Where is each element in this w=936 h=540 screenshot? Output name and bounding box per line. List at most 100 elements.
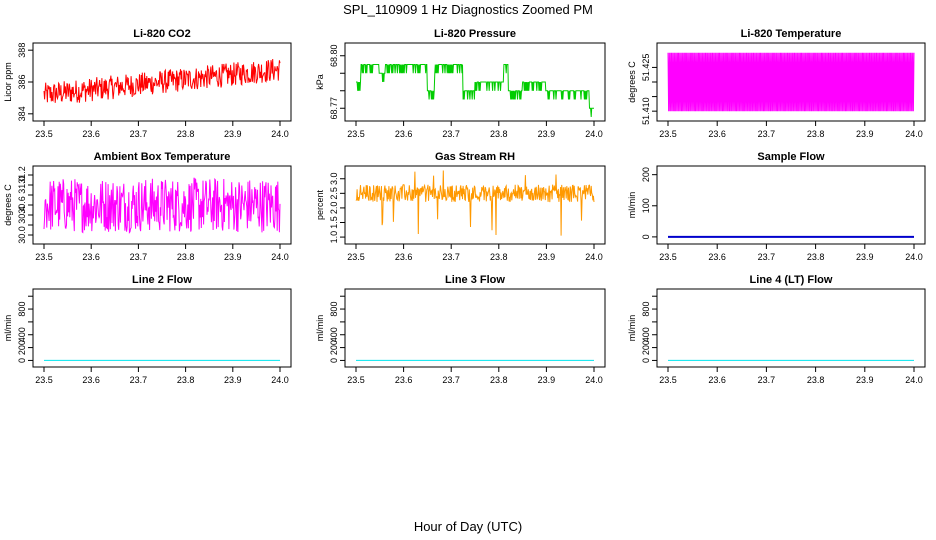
panel-title: Gas Stream RH <box>435 151 515 163</box>
y-axis-label: degrees C <box>3 184 13 226</box>
panel-title: Line 4 (LT) Flow <box>750 274 833 286</box>
x-tick-label: 23.5 <box>347 252 365 262</box>
x-tick-label: 23.8 <box>490 375 508 385</box>
y-tick-label: 0 <box>17 358 27 363</box>
y-tick-label: 51.425 <box>641 54 651 82</box>
x-tick-label: 23.9 <box>538 252 556 262</box>
y-tick-label: 400 <box>17 327 27 342</box>
x-tick-label: 23.5 <box>35 252 53 262</box>
y-axis-label: degrees C <box>627 61 637 103</box>
series-line <box>667 52 915 112</box>
plot-frame <box>656 165 926 245</box>
x-tick-label: 23.8 <box>177 129 195 139</box>
x-tick-label: 23.6 <box>82 252 100 262</box>
plot-frame <box>344 42 606 122</box>
x-tick-label: 23.9 <box>224 252 242 262</box>
x-tick-label: 24.0 <box>271 252 289 262</box>
plot-frame <box>344 165 606 245</box>
y-tick-label: 68.77 <box>329 97 339 120</box>
x-tick-label: 23.7 <box>442 129 460 139</box>
x-tick-label: 23.8 <box>807 129 825 139</box>
x-tick-label: 23.5 <box>347 375 365 385</box>
plot-frame <box>344 288 606 368</box>
series-group <box>43 58 281 103</box>
y-tick-label: 30.6 <box>17 196 27 214</box>
y-tick-label: 200 <box>17 340 27 355</box>
y-tick-label: 68.80 <box>329 44 339 67</box>
y-tick-label: 3.0 <box>329 172 339 185</box>
y-tick-label: 1.0 <box>329 231 339 244</box>
x-tick-label: 23.6 <box>395 252 413 262</box>
x-tick-label: 23.9 <box>224 375 242 385</box>
y-axis-label: Licor ppm <box>3 62 13 102</box>
x-tick-label: 23.6 <box>708 252 726 262</box>
panel-title: Line 3 Flow <box>445 274 505 286</box>
x-tick-label: 24.0 <box>905 252 923 262</box>
x-tick-label: 23.5 <box>659 252 677 262</box>
y-tick-label: 31.0 <box>17 176 27 194</box>
y-tick-label: 800 <box>329 302 339 317</box>
x-tick-label: 24.0 <box>905 129 923 139</box>
series-group <box>667 52 915 112</box>
panel-title: Line 2 Flow <box>132 274 192 286</box>
series-line <box>43 58 281 103</box>
x-tick-label: 23.9 <box>856 375 874 385</box>
x-tick-label: 24.0 <box>271 375 289 385</box>
x-tick-label: 24.0 <box>905 375 923 385</box>
x-tick-label: 23.8 <box>490 129 508 139</box>
x-tick-label: 23.7 <box>758 252 776 262</box>
x-tick-label: 23.7 <box>130 375 148 385</box>
x-tick-label: 24.0 <box>585 375 603 385</box>
series-group <box>355 170 595 236</box>
x-tick-label: 23.6 <box>395 375 413 385</box>
panel-title: Ambient Box Temperature <box>94 151 231 163</box>
y-tick-label: 400 <box>329 327 339 342</box>
y-tick-label: 2.0 <box>329 202 339 215</box>
x-tick-label: 23.5 <box>35 375 53 385</box>
x-tick-label: 23.8 <box>807 252 825 262</box>
chart-panel: Line 3 Flow 23.5 23.6 23.7 23.8 23.9 24.0 0 2004… <box>315 274 606 385</box>
x-tick-label: 23.5 <box>659 375 677 385</box>
y-tick-label: 384 <box>17 106 27 121</box>
y-tick-label: 200 <box>641 340 651 355</box>
y-tick-label: 1.5 <box>329 216 339 229</box>
chart-panel: Li-820 Temperature 23.5 23.6 23.7 23.8 23.9 24… <box>627 28 926 139</box>
plot-frame <box>656 288 926 368</box>
series-line <box>355 170 595 236</box>
x-tick-label: 23.9 <box>856 252 874 262</box>
series-line <box>43 177 281 234</box>
x-tick-label: 23.9 <box>538 129 556 139</box>
y-axis-label: percent <box>315 189 325 220</box>
x-tick-label: 23.7 <box>442 375 460 385</box>
y-tick-label: 0 <box>641 358 651 363</box>
y-tick-label: 800 <box>641 302 651 317</box>
chart-panel: Gas Stream RH 23.5 23.6 23.7 23.8 23.9 24.0 1.0… <box>315 151 606 262</box>
chart-panel: Li-820 Pressure 23.5 23.6 23.7 23.8 23.9 24.0 6… <box>315 28 606 139</box>
x-tick-label: 24.0 <box>585 129 603 139</box>
series-group <box>43 177 281 234</box>
chart-panel: Sample Flow 23.5 23.6 23.7 23.8 23.9 24.0 0 100 2… <box>627 151 926 262</box>
x-tick-label: 23.8 <box>490 252 508 262</box>
x-tick-label: 23.5 <box>35 129 53 139</box>
x-tick-label: 23.9 <box>856 129 874 139</box>
chart-panel: Line 4 (LT) Flow 23.5 23.6 23.7 23.8 23.9 24.0… <box>627 274 926 385</box>
x-tick-label: 23.6 <box>82 375 100 385</box>
x-tick-label: 23.9 <box>538 375 556 385</box>
chart-panel: Line 2 Flow 23.5 23.6 23.7 23.8 23.9 24.0 0 2004… <box>3 274 292 385</box>
y-tick-label: 386 <box>17 74 27 89</box>
y-tick-label: 2.5 <box>329 187 339 200</box>
x-tick-label: 23.7 <box>442 252 460 262</box>
y-tick-label: 800 <box>17 302 27 317</box>
y-tick-label: 388 <box>17 43 27 58</box>
panel-title: Li-820 Pressure <box>434 28 516 40</box>
x-tick-label: 24.0 <box>585 252 603 262</box>
panel-title: Sample Flow <box>757 151 825 163</box>
figure-title: SPL_110909 1 Hz Diagnostics Zoomed PM <box>343 2 593 17</box>
y-tick-label: 400 <box>641 327 651 342</box>
chart-panel: Ambient Box Temperature 23.5 23.6 23.7 23.8 2… <box>3 151 292 262</box>
x-tick-label: 23.6 <box>395 129 413 139</box>
x-tick-label: 23.6 <box>82 129 100 139</box>
y-tick-label: 0 <box>329 358 339 363</box>
x-axis-title: Hour of Day (UTC) <box>413 519 523 534</box>
